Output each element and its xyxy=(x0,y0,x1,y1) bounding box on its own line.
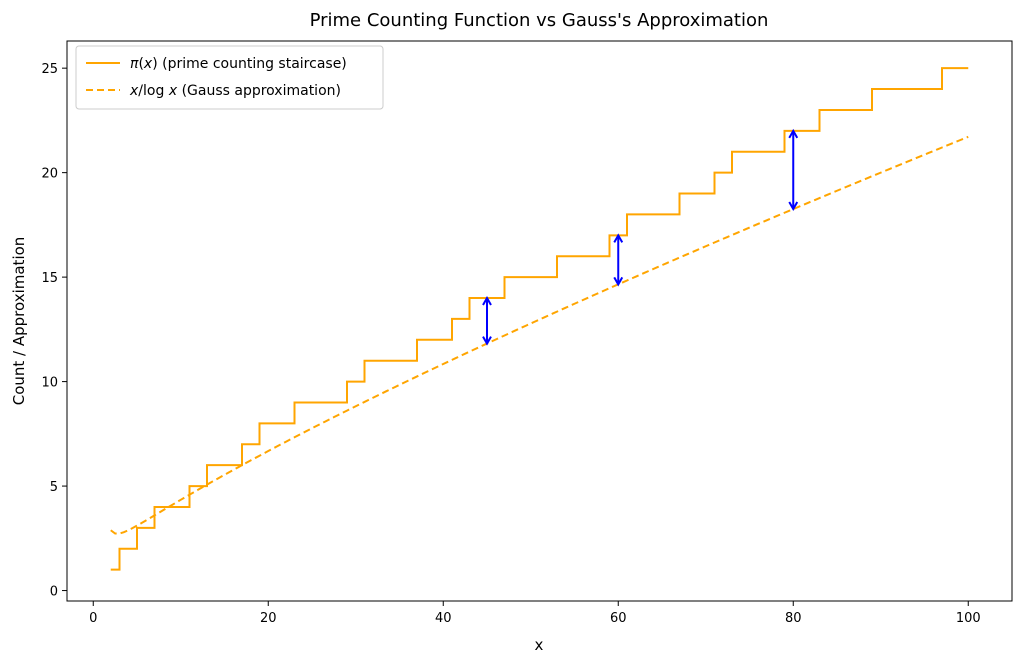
axis-ticks: 0 20 40 60 80 100 0 5 10 15 20 25 xyxy=(41,62,980,626)
gap-arrow xyxy=(482,295,492,346)
y-tick-label: 5 xyxy=(50,480,58,495)
x-tick-label: 60 xyxy=(610,611,627,626)
plot-area xyxy=(110,67,969,571)
legend-label-gauss-text: (Gauss approximation) xyxy=(182,83,341,99)
series-line-pi xyxy=(110,67,969,571)
series-line-gauss xyxy=(110,135,969,535)
x-axis-label: x xyxy=(535,636,544,654)
x-tick-label: 80 xyxy=(785,611,802,626)
x-tick-label: 20 xyxy=(260,611,277,626)
legend: π(x) (prime counting staircase) x/log x … xyxy=(75,45,384,110)
chart-title: Prime Counting Function vs Gauss's Appro… xyxy=(310,10,769,31)
legend-label-pi: π(x) (prime counting staircase) xyxy=(130,56,347,72)
x-tick-label: 40 xyxy=(435,611,452,626)
y-axis-label: Count / Approximation xyxy=(10,237,28,406)
gap-arrow xyxy=(613,233,624,287)
axes-frame xyxy=(66,40,1013,602)
y-tick-label: 25 xyxy=(41,62,58,77)
x-tick-label: 0 xyxy=(89,611,97,626)
legend-label-gauss: x/log x (Gauss approximation) xyxy=(129,83,341,99)
x-tick-label: 100 xyxy=(956,611,981,626)
gap-arrow xyxy=(788,128,799,212)
y-tick-label: 20 xyxy=(41,167,58,182)
legend-box xyxy=(75,45,384,110)
y-tick-label: 0 xyxy=(50,585,58,600)
legend-label-pi-text: (prime counting staircase) xyxy=(162,56,347,72)
y-tick-label: 15 xyxy=(41,271,58,286)
y-tick-label: 10 xyxy=(41,376,58,391)
